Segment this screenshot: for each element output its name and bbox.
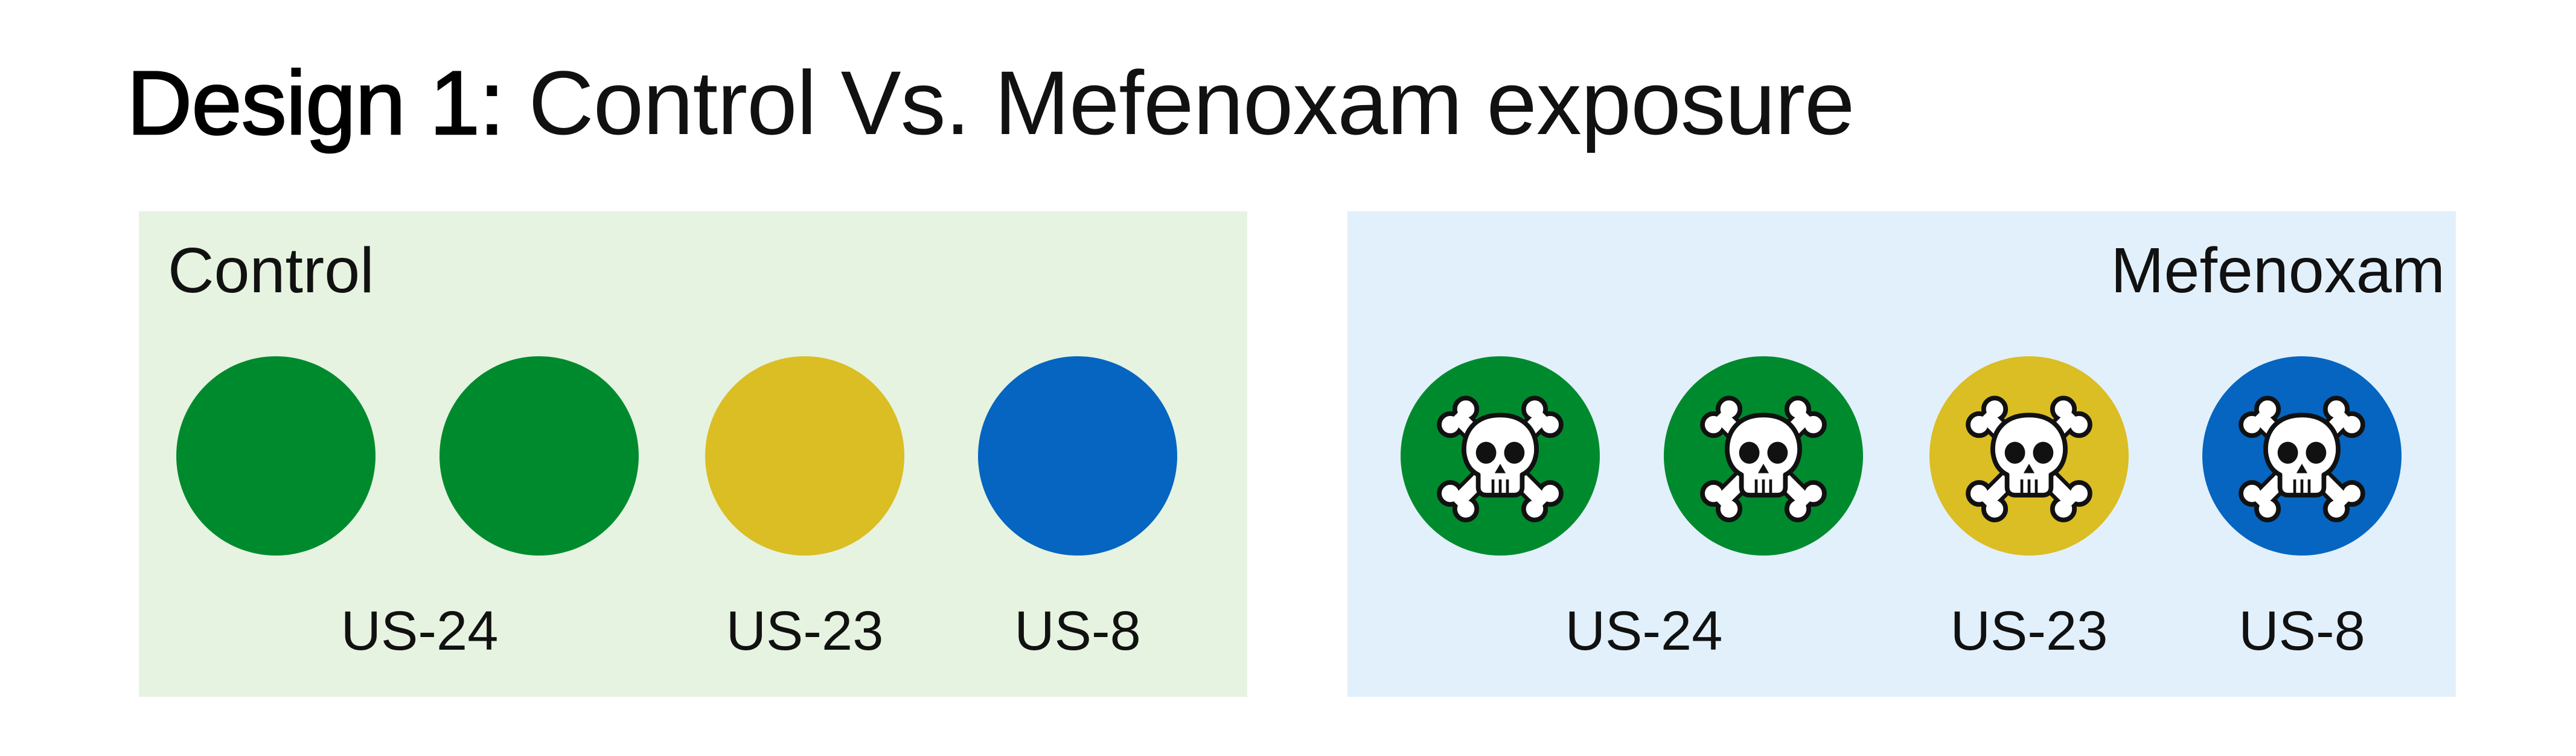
mefenoxam-panel: Mefenoxam US-24 US-23 US-8 — [1347, 211, 2456, 697]
control-circle-us8 — [978, 356, 1177, 556]
skull-and-crossbones-icon — [1685, 377, 1842, 534]
skull-and-crossbones-icon — [1422, 377, 1579, 534]
control-label-us8: US-8 — [1014, 600, 1141, 662]
mefenoxam-circle-us24-b — [1664, 356, 1863, 556]
mefenoxam-label-us24: US-24 — [1565, 600, 1723, 662]
control-panel-label: Control — [168, 235, 374, 306]
mefenoxam-panel-label: Mefenoxam — [2111, 235, 2445, 306]
skull-and-crossbones-icon — [2223, 377, 2380, 534]
mefenoxam-label-us8: US-8 — [2239, 600, 2365, 662]
mefenoxam-circle-us8 — [2202, 356, 2402, 556]
control-label-us23: US-23 — [726, 600, 884, 662]
page-title: Design 1: Control Vs. Mefenoxam exposure — [126, 52, 1855, 153]
skull-and-crossbones-icon — [1951, 377, 2108, 534]
mefenoxam-label-us23: US-23 — [1950, 600, 2108, 662]
control-circle-us24-a — [176, 356, 376, 556]
mefenoxam-circle-us24-a — [1401, 356, 1600, 556]
mefenoxam-circle-us23 — [1929, 356, 2129, 556]
control-label-us24: US-24 — [340, 600, 499, 662]
title-text: Control Vs. Mefenoxam exposure — [528, 52, 1855, 153]
control-circle-us23 — [705, 356, 904, 556]
title-prefix: Design 1: — [126, 52, 505, 153]
control-panel: Control US-24 US-23 US-8 — [139, 211, 1247, 697]
control-circle-us24-b — [439, 356, 639, 556]
